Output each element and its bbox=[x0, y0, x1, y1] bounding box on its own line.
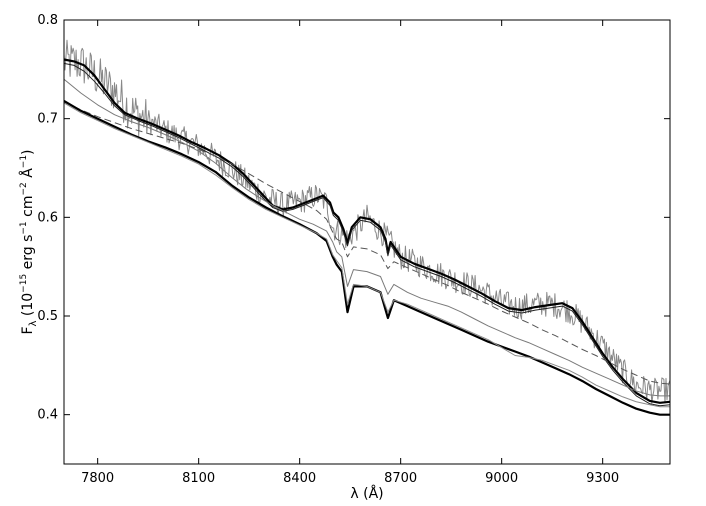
series-layer bbox=[63, 39, 671, 416]
ticks-layer: 7800 8100 8400 8700 9000 9300 0.4 0.5 0.6 0.7 0.8 bbox=[37, 13, 670, 486]
y-axis-label-units-a: (10 bbox=[20, 293, 36, 321]
series-model-thick-upper bbox=[63, 58, 671, 404]
y-tick-label: 0.8 bbox=[37, 13, 58, 28]
x-tick-label: 9300 bbox=[586, 471, 619, 486]
y-tick-label: 0.5 bbox=[37, 309, 58, 324]
series-model-gray-lower bbox=[63, 102, 670, 408]
x-tick-label: 8400 bbox=[283, 471, 316, 486]
series-model-thin-black bbox=[63, 62, 671, 407]
y-tick-label: 0.6 bbox=[37, 210, 58, 225]
y-axis-label-exp2: −1 bbox=[19, 221, 29, 234]
y-axis-label-main: F bbox=[20, 326, 36, 334]
plot-frame bbox=[63, 19, 671, 465]
y-axis-label-units-b: erg s bbox=[20, 235, 36, 274]
y-axis-label-exp4: −1 bbox=[19, 155, 29, 168]
x-axis-label: λ (Å) bbox=[350, 485, 383, 502]
y-axis-label: Fλ (10−15 erg s−1 cm−2 Å−1) bbox=[19, 149, 39, 334]
x-tick-label: 9000 bbox=[485, 471, 518, 486]
x-tick-label: 7800 bbox=[81, 471, 114, 486]
y-axis-label-units-e: ) bbox=[20, 149, 36, 154]
y-axis-label-units-c: cm bbox=[20, 196, 36, 222]
y-axis-label-exp3: −2 bbox=[19, 182, 29, 195]
y-axis-label-exp1: −15 bbox=[19, 274, 29, 293]
y-axis-label-units-d: Å bbox=[19, 168, 36, 182]
y-tick-label: 0.4 bbox=[37, 408, 58, 423]
x-tick-label: 8100 bbox=[182, 471, 215, 486]
y-axis-label-sub: λ bbox=[28, 320, 39, 326]
x-tick-label: 8700 bbox=[384, 471, 417, 486]
y-tick-label: 0.7 bbox=[37, 112, 58, 127]
series-model-gray-smooth bbox=[63, 78, 670, 397]
series-model-dashed bbox=[63, 101, 671, 385]
